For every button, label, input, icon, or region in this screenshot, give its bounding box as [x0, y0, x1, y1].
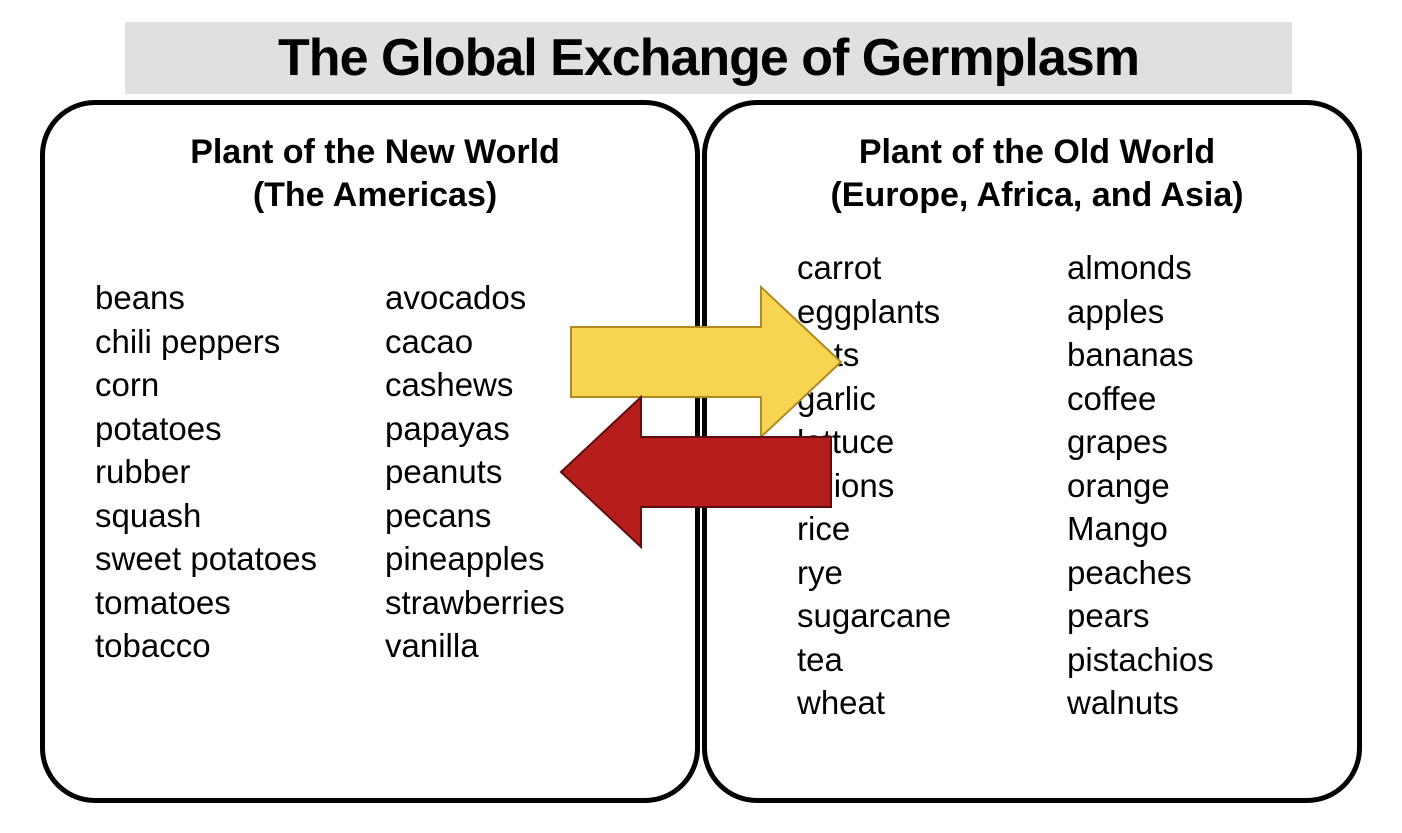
right-col2-item: pears — [1067, 594, 1327, 638]
right-col1-item: lettuce — [797, 420, 1057, 464]
right-col1-item: rye — [797, 551, 1057, 595]
right-col1-item: sugarcane — [797, 594, 1057, 638]
left-col2: avocadoscacaocashewspapayaspeanutspecans… — [385, 276, 665, 668]
page-title: The Global Exchange of Germplasm — [135, 28, 1282, 88]
left-col1: beanschili pepperscornpotatoesrubbersqua… — [95, 276, 375, 668]
left-col1-item: tomatoes — [95, 581, 375, 625]
left-title-line1: Plant of the New World — [190, 133, 560, 171]
left-col2-item: vanilla — [385, 624, 665, 668]
right-col1: carroteggplantsoatsgarliclettuceonionsri… — [797, 246, 1057, 725]
right-col1-item: eggplants — [797, 290, 1057, 334]
right-col2-item: Mango — [1067, 507, 1327, 551]
right-col2-item: bananas — [1067, 333, 1327, 377]
right-columns: carroteggplantsoatsgarliclettuceonionsri… — [747, 246, 1327, 725]
right-col1-item: oats — [797, 333, 1057, 377]
right-panel-title: Plant of the Old World (Europe, Africa, … — [747, 131, 1327, 216]
left-col2-item: peanuts — [385, 450, 665, 494]
right-title-line2: (Europe, Africa, and Asia) — [830, 176, 1243, 214]
left-panel: Plant of the New World (The Americas) be… — [40, 100, 700, 803]
right-col2-item: pistachios — [1067, 638, 1327, 682]
right-panel: Plant of the Old World (Europe, Africa, … — [702, 100, 1362, 803]
left-col2-item: cacao — [385, 320, 665, 364]
left-col1-item: chili peppers — [95, 320, 375, 364]
left-col1-item: squash — [95, 494, 375, 538]
left-col1-item: rubber — [95, 450, 375, 494]
title-bar: The Global Exchange of Germplasm — [125, 22, 1292, 94]
left-col2-item: cashews — [385, 363, 665, 407]
left-col2-item: strawberries — [385, 581, 665, 625]
right-col2-item: orange — [1067, 464, 1327, 508]
right-col2-item: apples — [1067, 290, 1327, 334]
left-col1-item: beans — [95, 276, 375, 320]
right-col1-item: carrot — [797, 246, 1057, 290]
left-col2-item: pecans — [385, 494, 665, 538]
left-columns: beanschili pepperscornpotatoesrubbersqua… — [85, 246, 665, 668]
left-panel-title: Plant of the New World (The Americas) — [85, 131, 665, 216]
left-col1-item: tobacco — [95, 624, 375, 668]
right-col1-item: rice — [797, 507, 1057, 551]
diagram-container: The Global Exchange of Germplasm Plant o… — [0, 0, 1402, 833]
left-col1-item: potatoes — [95, 407, 375, 451]
left-col1-item: sweet potatoes — [95, 537, 375, 581]
right-col2-item: coffee — [1067, 377, 1327, 421]
left-col2-item: avocados — [385, 276, 665, 320]
right-col1-item: onions — [797, 464, 1057, 508]
right-col2: almondsapplesbananascoffeegrapesorangeMa… — [1067, 246, 1327, 725]
right-col2-item: walnuts — [1067, 681, 1327, 725]
right-col1-item: tea — [797, 638, 1057, 682]
right-col1-item: wheat — [797, 681, 1057, 725]
left-col2-item: papayas — [385, 407, 665, 451]
right-col1-item: garlic — [797, 377, 1057, 421]
left-title-line2: (The Americas) — [253, 176, 497, 214]
right-col2-item: grapes — [1067, 420, 1327, 464]
right-col2-item: almonds — [1067, 246, 1327, 290]
left-col2-item: pineapples — [385, 537, 665, 581]
left-col1-item: corn — [95, 363, 375, 407]
right-col2-item: peaches — [1067, 551, 1327, 595]
right-title-line1: Plant of the Old World — [859, 133, 1215, 171]
